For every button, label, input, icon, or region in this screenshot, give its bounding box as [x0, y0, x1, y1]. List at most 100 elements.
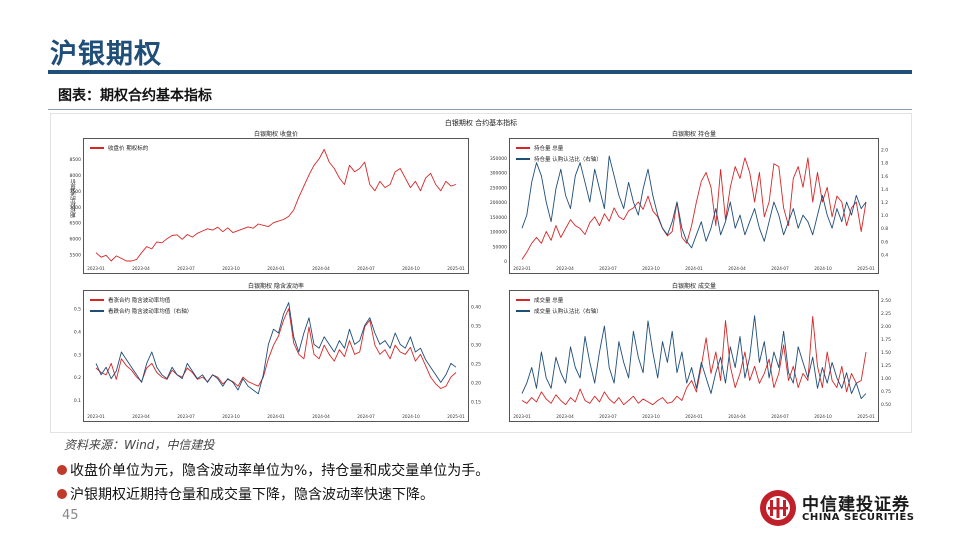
- y-tick-label: 7000: [70, 205, 82, 211]
- y-tick-label: 7500: [70, 189, 82, 195]
- x-tick-label: 2024-04: [728, 414, 746, 419]
- figure-subtitle: 图表：期权合约基本指标: [58, 88, 212, 104]
- series-line: [521, 315, 867, 406]
- series-line: [95, 148, 457, 262]
- chart-svg: 0.1 0.2 0.3 0.4 0.5 0.15 0.20 0.25 0.30 0.35 0.40 2…: [74, 302, 481, 419]
- y-tick-label: 0.1: [74, 398, 81, 404]
- y2-tick-label: 2.0: [881, 148, 888, 154]
- y-tick-label: 6500: [70, 221, 82, 227]
- legend-label: 持仓量 总量: [534, 146, 564, 152]
- y-axis-label: 期权标的收盘价: [71, 179, 77, 218]
- x-tick-label: 2024-10: [402, 266, 420, 271]
- y2-tick-label: 0.6: [881, 239, 888, 245]
- chart-legend: 持仓量 总量持仓量 认购认沽比（右轴）: [516, 144, 602, 166]
- y2-tick-label: 1.4: [881, 187, 888, 193]
- x-tick-label: 2023-07: [599, 266, 617, 271]
- chart-legend: 成交量 总量成交量 认购认沽比（右轴）: [516, 296, 602, 318]
- y2-tick-label: 0.40: [471, 304, 481, 310]
- y-tick-label: 300000: [490, 171, 507, 177]
- x-tick-label: 2023-10: [642, 266, 660, 271]
- chart-legend: 看涨合约 隐含波动率均值看跌合约 隐含波动率均值（右轴）: [90, 296, 192, 318]
- y2-tick-label: 2.00: [881, 324, 891, 330]
- y-tick-label: 0.3: [74, 352, 81, 358]
- x-tick-label: 2024-04: [312, 266, 330, 271]
- legend-entry: 成交量 认购认沽比（右轴）: [516, 307, 602, 315]
- x-tick-label: 2024-01: [685, 414, 703, 419]
- x-tick-label: 2024-01: [267, 414, 285, 419]
- page-title: 沪银期权: [50, 39, 162, 70]
- y-tick-label: 0.4: [74, 329, 81, 335]
- legend-swatch: [516, 147, 530, 149]
- y2-tick-label: 1.0: [881, 213, 888, 219]
- series-line: [95, 302, 457, 395]
- bullet-text: 收盘价单位为元，隐含波动率单位为%，持仓量和成交量单位为手。: [70, 463, 490, 479]
- legend-label: 看跌合约 隐含波动率均值（右轴）: [108, 309, 193, 315]
- y2-tick-label: 1.2: [881, 200, 888, 206]
- x-tick-label: 2023-07: [177, 414, 195, 419]
- legend-swatch: [90, 147, 104, 149]
- x-tick-label: 2024-10: [402, 414, 420, 419]
- logo-name-en: CHINA SECURITIES: [802, 512, 915, 523]
- x-tick-label: 2024-07: [357, 414, 375, 419]
- x-tick-label: 2023-04: [132, 266, 150, 271]
- legend-entry: 收盘价 期权标的: [90, 144, 148, 152]
- y-tick-label: 50000: [493, 244, 507, 250]
- y2-tick-label: 1.8: [881, 161, 888, 167]
- chart-panel-close-price: 白银期权 收盘价 期权标的收盘价 5500 6000 6500 7000 7500 800…: [70, 131, 469, 274]
- subtitle-divider: [48, 109, 912, 110]
- x-tick-label: 2025-01: [857, 414, 875, 419]
- chart-svg: 5500 6000 6500 7000 7500 8000 8500 2023-01 2023-…: [70, 148, 465, 271]
- y2-tick-label: 0.15: [471, 399, 481, 405]
- bullet-dot: [57, 465, 67, 475]
- x-tick-label: 2023-01: [87, 414, 105, 419]
- chart-svg: 0 50000 100000 150000 200000 250000 300000 3500…: [490, 148, 888, 271]
- legend-entry: 持仓量 总量: [516, 144, 602, 152]
- y-tick-label: 250000: [490, 185, 507, 191]
- legend-entry: 持仓量 认购认沽比（右轴）: [516, 155, 602, 163]
- y2-tick-label: 0.20: [471, 380, 481, 386]
- y2-tick-label: 0.35: [471, 323, 481, 329]
- x-tick-label: 2025-01: [447, 266, 465, 271]
- y2-tick-label: 2.50: [881, 298, 891, 304]
- chart-panel-implied-volatility: 白银期权 隐含波动率 0.1 0.2 0.3 0.4 0.5 0.15 0.20 0.25 0.…: [74, 283, 481, 422]
- x-tick-label: 2023-04: [556, 414, 574, 419]
- legend-entry: 看跌合约 隐含波动率均值（右轴）: [90, 307, 192, 315]
- panel-title: 白银期权 持仓量: [672, 131, 716, 138]
- y-tick-label: 150000: [490, 215, 507, 221]
- x-tick-label: 2024-07: [771, 414, 789, 419]
- y2-tick-label: 1.00: [881, 376, 891, 382]
- x-tick-label: 2023-01: [87, 266, 105, 271]
- bullet-item: 收盘价单位为元，隐含波动率单位为%，持仓量和成交量单位为手。: [57, 460, 489, 480]
- x-tick-label: 2024-10: [814, 414, 832, 419]
- legend-swatch: [516, 310, 530, 312]
- title-divider: [48, 70, 912, 74]
- legend-label: 成交量 总量: [534, 298, 564, 304]
- x-tick-label: 2025-01: [447, 414, 465, 419]
- figure-suptitle: 白银期权 合约基本指标: [444, 119, 518, 127]
- y2-tick-label: 2.25: [881, 311, 891, 317]
- company-logo: 中信建投证券 CHINA SECURITIES: [758, 488, 918, 530]
- x-tick-label: 2023-01: [513, 266, 531, 271]
- y2-tick-label: 1.50: [881, 350, 891, 356]
- series-line: [521, 315, 867, 400]
- x-tick-label: 2023-10: [222, 414, 240, 419]
- legend-label: 看涨合约 隐含波动率均值: [108, 298, 171, 304]
- y2-tick-label: 0.4: [881, 252, 888, 258]
- y-tick-label: 0: [504, 259, 507, 265]
- bullet-item: 沪银期权近期持仓量和成交量下降，隐含波动率快速下降。: [57, 484, 434, 504]
- bullet-dot: [57, 489, 67, 499]
- chart-svg: 0.50 0.75 1.00 1.25 1.50 1.75 2.00 2.25 2.50 2023…: [513, 298, 891, 419]
- logo-emblem-icon: [760, 490, 796, 526]
- series-line: [521, 157, 867, 260]
- x-tick-label: 2024-07: [771, 266, 789, 271]
- source-note: 资料来源：Wind，中信建投: [64, 438, 215, 452]
- x-tick-label: 2023-07: [599, 414, 617, 419]
- x-tick-label: 2023-10: [222, 266, 240, 271]
- bullet-text: 沪银期权近期持仓量和成交量下降，隐含波动率快速下降。: [70, 487, 434, 503]
- legend-label: 持仓量 认购认沽比（右轴）: [534, 157, 602, 163]
- x-tick-label: 2024-01: [685, 266, 703, 271]
- legend-swatch: [516, 158, 530, 160]
- x-tick-label: 2023-07: [177, 266, 195, 271]
- y-tick-label: 5500: [70, 253, 82, 259]
- y-tick-label: 100000: [490, 230, 507, 236]
